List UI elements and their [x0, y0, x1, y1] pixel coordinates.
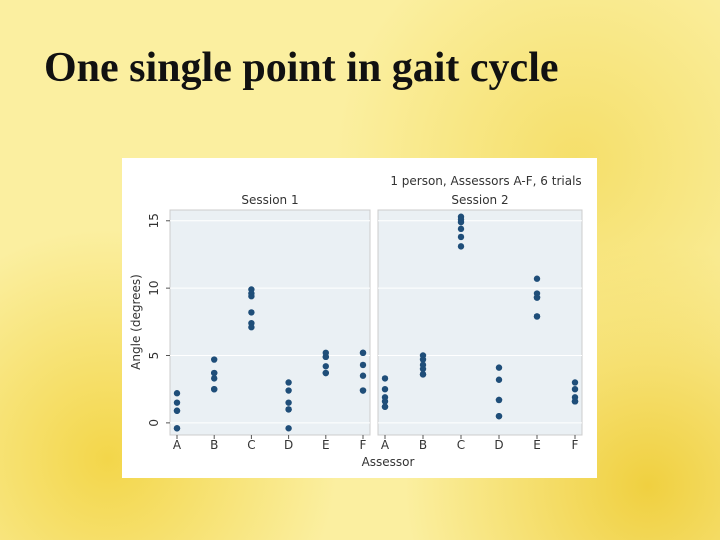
point: [211, 385, 218, 393]
point: [419, 371, 427, 378]
point: [322, 369, 329, 377]
point: [359, 372, 367, 379]
point: [285, 399, 292, 406]
x-tick-label: E: [533, 438, 541, 452]
x-tick-label: C: [457, 438, 465, 452]
point: [381, 385, 389, 393]
x-tick-label: D: [284, 438, 293, 452]
point: [495, 396, 503, 404]
x-tick-label: E: [322, 438, 330, 452]
point: [571, 385, 579, 393]
x-tick-label: B: [419, 438, 427, 452]
point: [381, 398, 389, 405]
point: [173, 399, 181, 406]
point: [571, 398, 579, 405]
point: [173, 407, 181, 414]
point: [211, 356, 218, 363]
y-tick-label: 10: [147, 281, 161, 296]
y-tick-label: 0: [147, 419, 161, 427]
x-tick-label: D: [494, 438, 503, 452]
point: [533, 294, 541, 301]
point: [571, 379, 579, 386]
point: [419, 356, 427, 363]
x-tick-label: A: [381, 438, 390, 452]
point: [248, 293, 255, 300]
y-tick-label: 15: [147, 213, 161, 228]
point: [495, 412, 503, 420]
point: [173, 390, 181, 397]
point: [322, 363, 329, 370]
slide-title: One single point in gait cycle: [44, 45, 559, 91]
point: [457, 225, 465, 233]
point: [173, 425, 181, 432]
panel-title: Session 2: [451, 193, 508, 207]
point: [533, 313, 541, 320]
x-tick-label: C: [247, 438, 255, 452]
point: [457, 243, 465, 250]
panel-title: Session 1: [241, 193, 298, 207]
y-axis-label: Angle (degrees): [129, 274, 143, 370]
point: [285, 379, 292, 386]
point: [285, 425, 292, 432]
x-axis-label: Assessor: [362, 455, 415, 469]
x-tick-label: B: [210, 438, 218, 452]
y-tick-label: 5: [147, 352, 161, 360]
point: [285, 387, 292, 394]
point: [533, 275, 541, 282]
chart-title: 1 person, Assessors A-F, 6 trials: [390, 174, 581, 188]
plot-area: [169, 209, 371, 436]
point: [359, 387, 367, 394]
point: [457, 218, 465, 226]
point: [495, 376, 503, 383]
point: [495, 364, 503, 371]
point: [419, 365, 427, 373]
x-tick-label: F: [360, 438, 367, 452]
x-tick-label: F: [572, 438, 579, 452]
point: [457, 233, 465, 241]
point: [211, 375, 218, 382]
point: [359, 349, 367, 357]
point: [248, 324, 255, 331]
point: [381, 375, 389, 382]
point: [359, 361, 367, 369]
point: [285, 406, 292, 413]
point: [322, 353, 329, 361]
plot-area: [377, 209, 583, 436]
x-tick-label: A: [173, 438, 182, 452]
point: [381, 403, 389, 410]
point: [211, 369, 218, 377]
point: [248, 309, 255, 316]
